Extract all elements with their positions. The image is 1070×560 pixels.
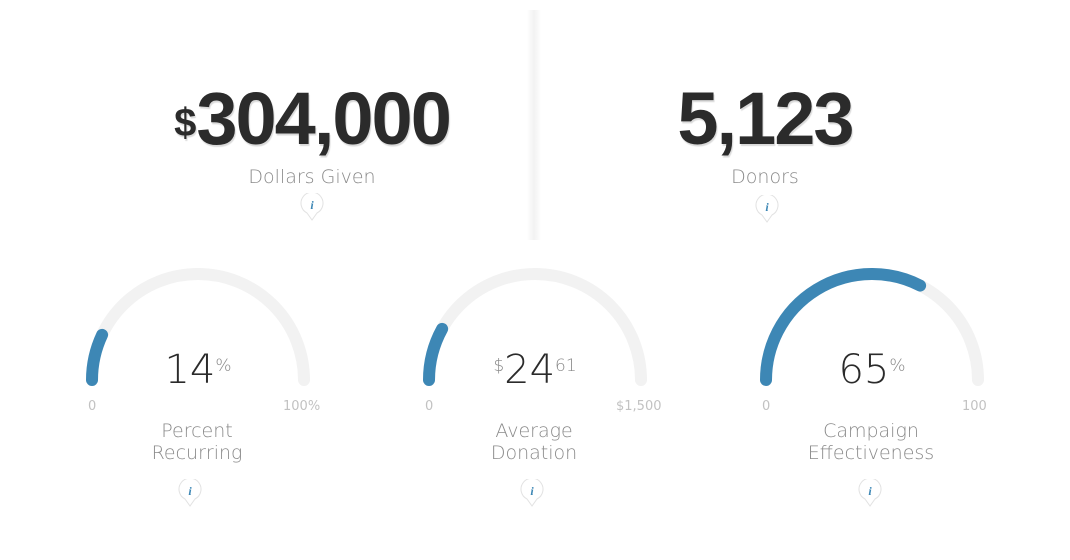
label-line-2: Donation <box>490 442 578 464</box>
gauge-number: 65 <box>838 347 890 393</box>
currency-symbol: $ <box>493 356 505 376</box>
dollars-given-value: $304,000 <box>162 82 462 156</box>
gauge-fill <box>86 328 109 386</box>
info-icon: i <box>178 477 202 507</box>
percent-recurring-info-button[interactable]: i <box>178 477 202 509</box>
svg-text:i: i <box>765 200 769 214</box>
campaign-effectiveness-label: Campaign Effectiveness <box>771 420 971 464</box>
info-icon: i <box>858 477 882 507</box>
percent-recurring-label: Percent Recurring <box>97 420 297 464</box>
donors-label: Donors <box>731 166 799 188</box>
label-line-2: Effectiveness <box>807 442 935 464</box>
gauge-max-label: 100% <box>283 399 321 414</box>
label-line-1: Percent <box>161 420 233 442</box>
svg-text:i: i <box>310 198 314 212</box>
gauge-min-label: 0 <box>762 399 771 414</box>
svg-text:i: i <box>530 484 534 498</box>
gauge-fill <box>760 268 927 386</box>
gauge-fill <box>423 322 449 386</box>
section-divider <box>527 10 541 240</box>
percent-sign: % <box>215 356 232 376</box>
campaign-effectiveness-info-button[interactable]: i <box>858 477 882 509</box>
dollars-amount: 304,000 <box>196 77 451 160</box>
label-line-2: Recurring <box>151 442 243 464</box>
dollars-given-stat: $304,000 Dollars Given <box>162 82 462 189</box>
dollars-given-info-button[interactable]: i <box>300 191 324 223</box>
gauge-max-label: 100 <box>962 399 987 414</box>
percent-recurring-value: 14% <box>98 350 298 390</box>
gauge-number: 24 <box>504 347 556 393</box>
average-donation-info-button[interactable]: i <box>520 477 544 509</box>
gauge-min-label: 0 <box>425 399 434 414</box>
percent-recurring-gauge <box>86 268 310 386</box>
info-icon: i <box>520 477 544 507</box>
donors-stat: 5,123 Donors <box>615 77 915 189</box>
average-donation-value: $2461 <box>435 350 635 390</box>
info-icon: i <box>755 193 779 223</box>
dollars-given-label: Dollars Given <box>248 166 376 188</box>
svg-text:i: i <box>188 484 192 498</box>
label-line-1: Average <box>495 420 573 442</box>
donors-value: 5,123 <box>677 77 854 160</box>
gauge-number: 14 <box>164 347 216 393</box>
percent-sign: % <box>889 356 906 376</box>
label-line-1: Campaign <box>823 420 919 442</box>
cents: 61 <box>555 356 577 376</box>
info-icon: i <box>300 191 324 221</box>
gauge-min-label: 0 <box>88 399 97 414</box>
average-donation-label: Average Donation <box>434 420 634 464</box>
gauge-max-label: $1,500 <box>616 399 662 414</box>
currency-symbol: $ <box>174 101 196 145</box>
campaign-effectiveness-value: 65% <box>772 350 972 390</box>
svg-text:i: i <box>868 484 872 498</box>
campaign-effectiveness-gauge <box>760 268 984 386</box>
average-donation-gauge <box>423 268 647 386</box>
donors-info-button[interactable]: i <box>755 193 779 225</box>
